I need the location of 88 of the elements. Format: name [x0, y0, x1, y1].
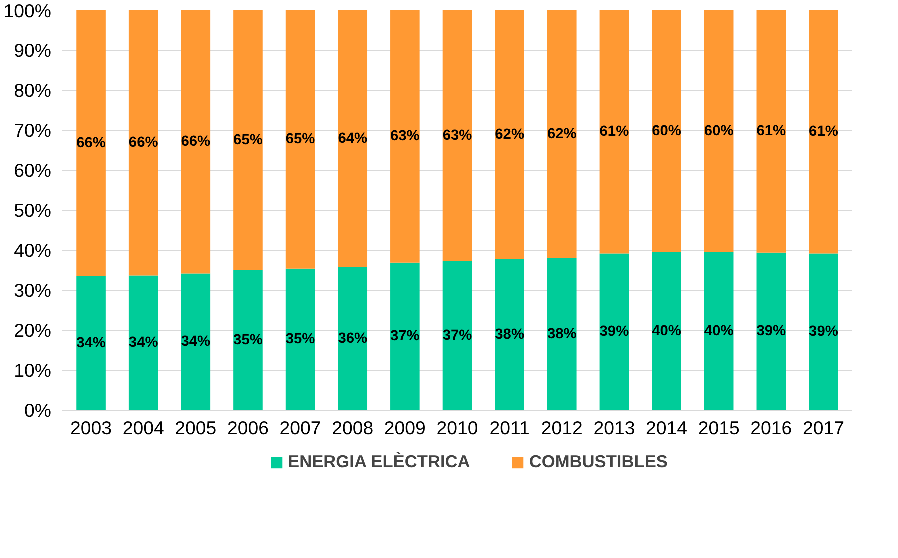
bar: [704, 252, 734, 410]
data-label: 66%: [128, 135, 158, 152]
data-label: 38%: [547, 326, 577, 342]
bar: [76, 10, 106, 276]
y-tick-label: 0%: [24, 400, 52, 421]
data-label: 39%: [756, 324, 786, 340]
data-label: 35%: [286, 332, 316, 348]
y-tick-label: 20%: [14, 320, 52, 341]
data-label: 35%: [234, 332, 263, 348]
x-tick-label: 2004: [122, 418, 164, 438]
bar: [600, 254, 630, 410]
x-tick-label: 2014: [646, 418, 688, 438]
x-tick-label: 2008: [332, 418, 374, 438]
x-tick-label: 2013: [594, 418, 636, 438]
bar: [756, 252, 786, 410]
data-label: 61%: [809, 124, 838, 140]
bar: [128, 10, 158, 276]
data-label: 61%: [756, 124, 786, 140]
bar: [76, 276, 106, 410]
data-label: 38%: [495, 326, 524, 343]
data-label: 61%: [600, 124, 630, 140]
data-label: 37%: [442, 328, 472, 344]
bar: [809, 10, 838, 254]
y-tick-label: 80%: [14, 80, 52, 101]
data-label: 37%: [390, 328, 420, 345]
bar: [338, 10, 368, 268]
bar: [495, 10, 524, 260]
data-label: 34%: [76, 335, 106, 352]
legend-label: ENERGIA ELÈCTRICA: [288, 452, 470, 472]
y-tick-label: 100%: [4, 0, 52, 22]
data-label: 60%: [652, 123, 682, 140]
bar: [181, 10, 211, 274]
bar: [495, 259, 524, 410]
y-tick-label: 90%: [14, 40, 52, 61]
data-label: 66%: [181, 134, 211, 150]
data-label: 34%: [181, 334, 211, 350]
x-tick-label: 2009: [384, 418, 426, 438]
data-label: 40%: [652, 323, 682, 340]
bar: [286, 10, 316, 269]
data-label: 34%: [128, 335, 158, 352]
data-label: 40%: [704, 323, 734, 340]
data-label: 39%: [600, 324, 630, 340]
data-label: 64%: [338, 130, 368, 147]
x-tick-label: 2016: [750, 418, 792, 438]
bar: [600, 10, 630, 254]
bar: [234, 10, 263, 270]
x-tick-label: 2015: [698, 418, 740, 438]
data-label: 65%: [234, 132, 263, 148]
bar: [756, 10, 786, 253]
bar: [181, 274, 211, 410]
bar: [128, 276, 158, 410]
bar: [547, 10, 577, 258]
y-tick-label: 30%: [14, 280, 52, 301]
legend-label: COMBUSTIBLES: [529, 452, 668, 472]
y-tick-label: 50%: [14, 200, 52, 221]
bar: [652, 10, 682, 252]
data-label: 66%: [76, 135, 106, 152]
data-label: 60%: [704, 123, 734, 140]
bar: [338, 267, 368, 410]
x-tick-label: 2012: [541, 418, 583, 438]
y-tick-label: 60%: [14, 160, 52, 181]
y-tick-label: 70%: [14, 120, 52, 141]
data-label: 65%: [286, 132, 316, 148]
y-tick-label: 10%: [14, 360, 52, 381]
x-tick-label: 2011: [490, 418, 530, 438]
bar: [809, 254, 838, 410]
bar: [442, 261, 472, 410]
bar: [390, 262, 420, 410]
x-tick-label: 2005: [175, 418, 217, 438]
bar: [547, 258, 577, 410]
data-label: 39%: [809, 324, 838, 340]
data-label: 63%: [442, 128, 472, 144]
bar: [390, 10, 420, 263]
x-tick-label: 2003: [70, 418, 112, 438]
x-tick-label: 2010: [436, 418, 478, 438]
bar: [286, 268, 316, 410]
data-label: 62%: [547, 126, 577, 142]
bar: [442, 10, 472, 262]
data-label: 63%: [390, 128, 420, 145]
bar: [652, 252, 682, 410]
x-tick-label: 2006: [227, 418, 269, 438]
data-label: 36%: [338, 330, 368, 347]
x-tick-label: 2017: [802, 418, 844, 438]
data-label: 62%: [495, 126, 524, 143]
y-tick-label: 40%: [14, 240, 52, 261]
bar: [234, 270, 263, 410]
x-tick-label: 2007: [280, 418, 322, 438]
bar: [704, 10, 734, 252]
